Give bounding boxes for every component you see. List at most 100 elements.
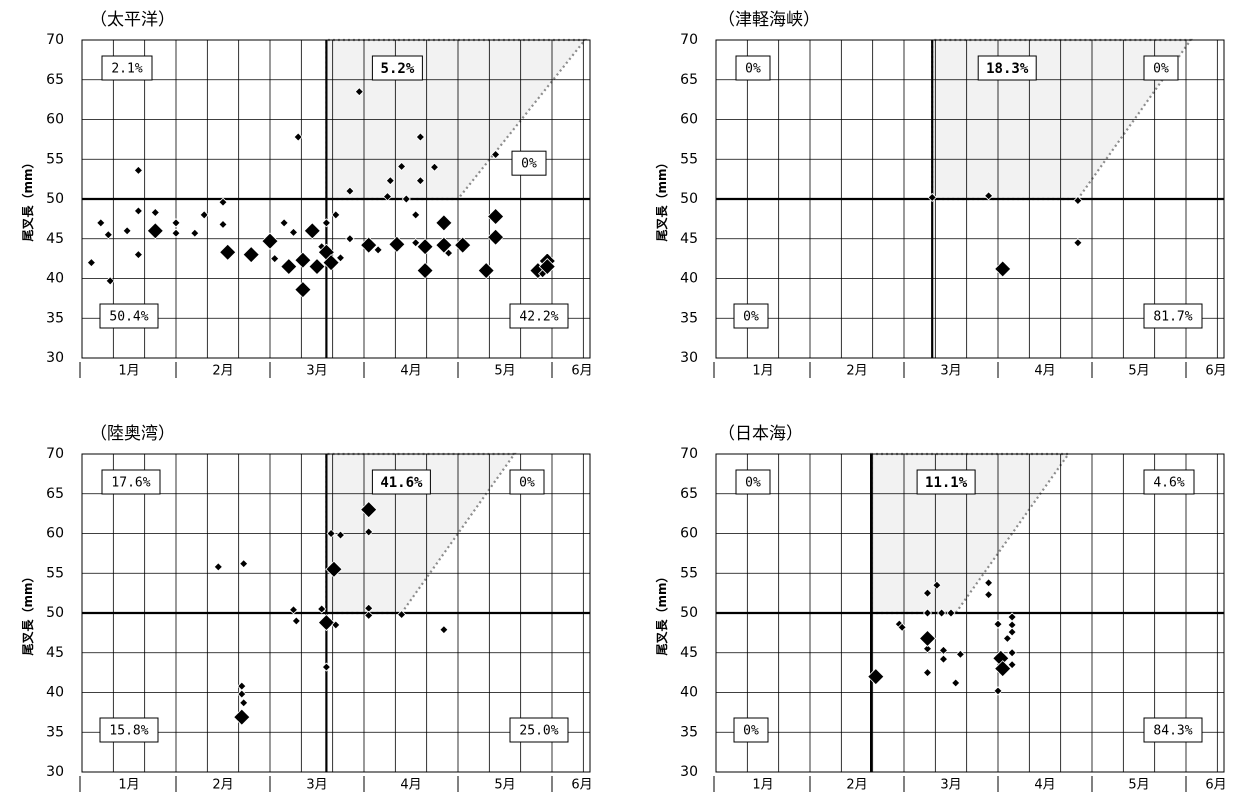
y-tick-label: 35 (46, 724, 64, 740)
data-point (133, 206, 143, 216)
x-tick-label: 6月 (571, 364, 592, 379)
annotation-box (509, 469, 545, 495)
data-point (416, 238, 434, 256)
annotation-label: 15.8% (109, 724, 148, 739)
data-point (938, 654, 949, 664)
y-tick-label: 45 (46, 645, 64, 661)
data-point (937, 608, 947, 618)
x-tick-label: 5月 (1128, 778, 1149, 793)
annotation-label: 5.2% (381, 61, 415, 77)
data-point (239, 559, 249, 569)
data-point (133, 250, 143, 260)
chart-title: （日本海） (718, 424, 803, 444)
y-axis-label: 尾叉長（mm） (654, 570, 669, 655)
data-point (218, 197, 228, 207)
annotation-label: 50.4% (109, 310, 148, 325)
annotation-box (1143, 303, 1203, 329)
x-tick-label: 6月 (1205, 778, 1226, 793)
data-point (171, 228, 181, 238)
data-point (213, 562, 223, 572)
data-point (867, 668, 885, 686)
data-point (984, 191, 994, 201)
data-point (984, 590, 994, 600)
data-point (335, 253, 346, 263)
annotation-label: 18.3% (986, 61, 1029, 77)
data-point (86, 258, 96, 268)
plot-frame (81, 453, 591, 773)
data-point (444, 248, 454, 258)
data-point (487, 228, 505, 246)
y-tick-label: 45 (46, 231, 64, 247)
data-point (927, 192, 937, 202)
x-tick-label: 4月 (400, 778, 421, 793)
y-tick-label: 55 (46, 151, 64, 167)
data-point (218, 219, 228, 230)
chart-panel-3: （陸奥湾） 30 35 40 45 50 55 60 65 70 尾叉長（mm） 1月 2月 3月 4月 5月… (20, 424, 593, 793)
data-point (321, 662, 331, 672)
data-point (454, 236, 472, 254)
data-point (279, 218, 289, 228)
data-point (233, 708, 251, 726)
chart-panel-2: （津軽海峡） 30 35 40 45 50 55 60 65 70 尾叉長（mm） 1月 2月 3月 4月 5… (654, 10, 1227, 379)
annotation-label: 0% (519, 476, 535, 491)
data-point (397, 610, 407, 620)
data-point (122, 226, 132, 236)
data-point (219, 243, 237, 261)
y-tick-label: 55 (680, 565, 698, 581)
annotation-box (509, 303, 569, 329)
annotation-label: 0% (521, 157, 537, 172)
annotation-label: 11.1% (925, 475, 968, 491)
annotation-box (735, 469, 771, 495)
data-point (96, 218, 106, 228)
data-point (373, 245, 383, 255)
data-point (932, 580, 942, 590)
y-tick-label: 50 (680, 605, 698, 621)
x-tick-label: 1月 (118, 364, 139, 379)
y-axis-label: 尾叉長（mm） (20, 570, 35, 655)
x-tick-label: 2月 (212, 364, 233, 379)
annotation-label: 41.6% (380, 475, 423, 491)
y-tick-label: 55 (680, 151, 698, 167)
data-point (133, 165, 143, 175)
annotation-box (371, 469, 431, 495)
data-point (270, 254, 280, 264)
x-tick-label: 3月 (306, 364, 327, 379)
data-point (401, 194, 411, 204)
chart-panel-4: （日本海） 30 35 40 45 50 55 60 65 70 尾叉長（mm） 1月 2月 3月 4月 5月… (654, 424, 1227, 793)
annotation-label: 4.6% (1153, 476, 1184, 491)
chart-title: （陸奥湾） (90, 424, 175, 444)
data-point (922, 668, 933, 678)
data-point (317, 604, 327, 614)
y-tick-label: 35 (680, 724, 698, 740)
y-axis-label: 尾叉長（mm） (654, 156, 669, 241)
data-point (1007, 648, 1017, 658)
y-tick-label: 30 (46, 764, 64, 780)
annotation-label: 17.6% (111, 476, 150, 491)
x-tick-label: 5月 (1128, 364, 1149, 379)
data-point (354, 87, 364, 97)
data-point (171, 218, 181, 228)
data-point (105, 276, 115, 286)
x-tick-label: 3月 (940, 778, 961, 793)
plot-frame (715, 39, 1225, 359)
x-tick-label: 1月 (752, 778, 773, 793)
chart-panel-1: （太平洋） 30 35 40 45 50 55 60 65 70 尾叉長（mm） 1月 2月 3月 4月 5月… (20, 10, 593, 379)
annotation-box (1143, 717, 1203, 743)
y-tick-label: 60 (46, 112, 64, 128)
data-point (429, 162, 440, 172)
annotation-label: 0% (745, 62, 761, 77)
data-point (477, 261, 495, 280)
data-point (922, 608, 933, 618)
data-point (325, 560, 343, 578)
data-point (538, 258, 556, 276)
x-tick-label: 1月 (118, 778, 139, 793)
x-tick-label: 4月 (1034, 364, 1055, 379)
y-tick-label: 65 (680, 486, 698, 502)
data-point (239, 698, 249, 708)
data-point (385, 176, 395, 186)
data-point (150, 207, 160, 218)
data-point (1007, 627, 1017, 637)
data-point (291, 616, 301, 626)
y-tick-label: 50 (46, 605, 64, 621)
